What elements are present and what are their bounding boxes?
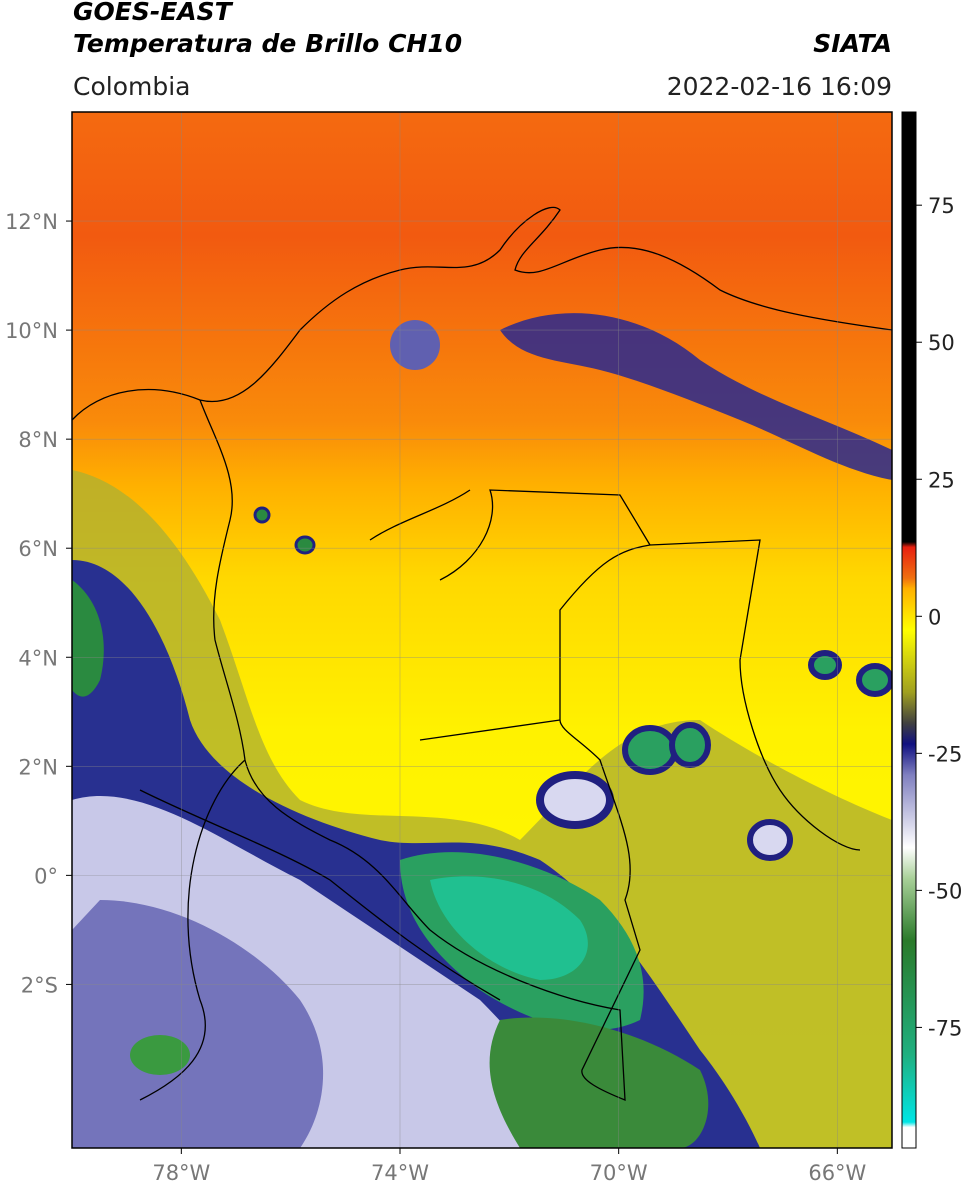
y-tick-label: 8°N — [18, 428, 58, 452]
region: Colombia — [73, 72, 190, 101]
y-tick-label: 2°N — [18, 755, 58, 779]
datetime: 2022-02-16 16:09 — [667, 72, 892, 101]
y-tick-label: 0° — [34, 864, 58, 888]
colorbar-tick-label: -50 — [928, 879, 962, 903]
y-tick-label: 4°N — [18, 646, 58, 670]
y-tick-label: 6°N — [18, 537, 58, 561]
x-tick-label: 78°W — [152, 1161, 210, 1185]
colorbar-tick-label: 50 — [928, 331, 955, 355]
x-tick-label: 66°W — [808, 1161, 866, 1185]
colorbar-tick-label: 0 — [928, 605, 941, 629]
title: GOES-EAST — [73, 0, 234, 26]
colorbar-tick-label: -75 — [928, 1016, 962, 1040]
y-tick-label: 12°N — [5, 210, 58, 234]
source: SIATA — [813, 29, 892, 58]
y-tick-label: 10°N — [5, 319, 58, 343]
colorbar-tick-label: -25 — [928, 742, 962, 766]
x-tick-label: 74°W — [371, 1161, 429, 1185]
x-tick-label: 70°W — [590, 1161, 648, 1185]
map-frame — [71, 111, 893, 1149]
y-tick-label: 2°S — [21, 973, 58, 997]
colorbar — [901, 111, 917, 1149]
subtitle: Temperatura de Brillo CH10 — [73, 29, 462, 58]
grid — [72, 112, 892, 1148]
satellite-image — [72, 112, 892, 1148]
colorbar-tick-label: 75 — [928, 194, 955, 218]
colorbar-tick-label: 25 — [928, 468, 955, 492]
